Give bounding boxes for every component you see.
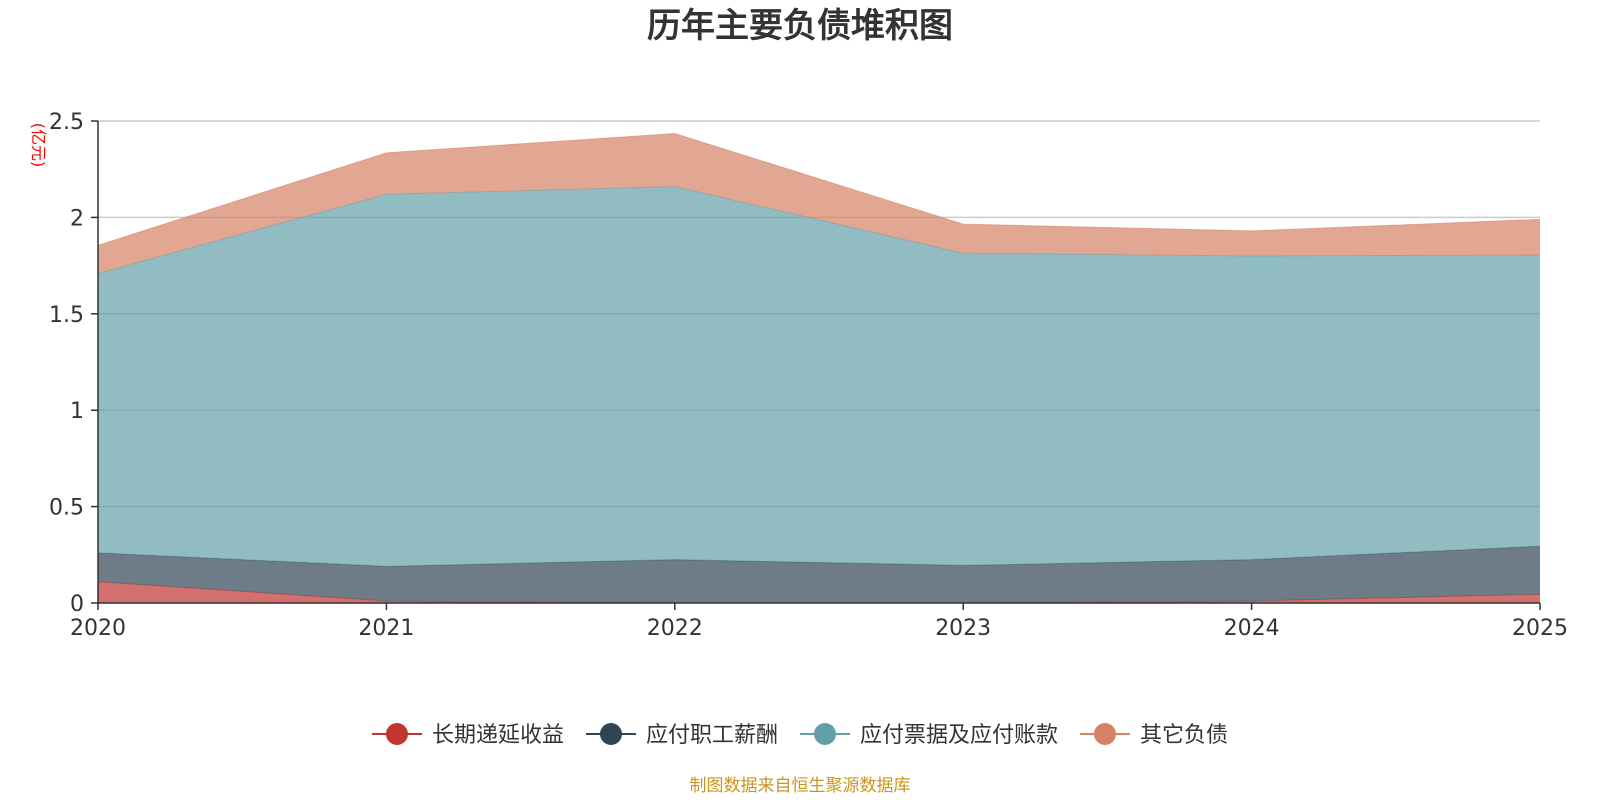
x-tick-label: 2023 [935,616,991,641]
legend-item-1[interactable]: 长期递延收益 [371,723,564,748]
chart-title: 历年主要负债堆积图 [647,6,953,46]
source-note: 制图数据来自恒生聚源数据库 [690,776,911,796]
area-series-2 [98,546,1540,603]
x-tick-label: 2020 [70,616,126,641]
area-series-3 [98,186,1540,567]
legend-label: 应付票据及应付账款 [860,723,1058,748]
y-tick-label: 2.5 [49,110,84,135]
axes: 0 0.5 1 1.5 2 2.5 2020 2021 2022 2023 2024 2025 [49,110,1568,641]
legend-item-3[interactable]: 应付票据及应付账款 [800,723,1058,748]
legend-marker-dot [599,723,622,745]
area-series-1 [98,581,1540,603]
legend: 长期递延收益 应付职工薪酬 应付票据及应付账款 其它负债 [371,723,1228,748]
y-tick-label: 0.5 [49,496,84,521]
legend-label: 应付职工薪酬 [646,723,778,748]
legend-item-4[interactable]: 其它负债 [1080,723,1228,748]
x-tick-label: 2022 [647,616,703,641]
x-tick-label: 2025 [1512,616,1568,641]
legend-item-2[interactable]: 应付职工薪酬 [585,723,778,748]
x-tick-label: 2024 [1224,616,1280,641]
area-series-4-line [97,133,1541,246]
y-tick-label: 1.5 [49,303,84,328]
y-tick-label: 1 [70,399,84,424]
y-tick-label: 0 [70,592,84,617]
area-series-group [97,133,1541,604]
y-tick-label: 2 [70,206,84,231]
legend-marker-dot [1094,723,1117,745]
legend-marker-dot [385,723,408,745]
legend-label: 其它负债 [1140,723,1228,748]
legend-marker-dot [814,723,836,745]
area-series-4 [98,133,1540,274]
y-axis-unit-label: (亿元) [29,123,48,168]
x-tick-label: 2021 [358,616,414,641]
legend-label: 长期递延收益 [432,723,564,748]
